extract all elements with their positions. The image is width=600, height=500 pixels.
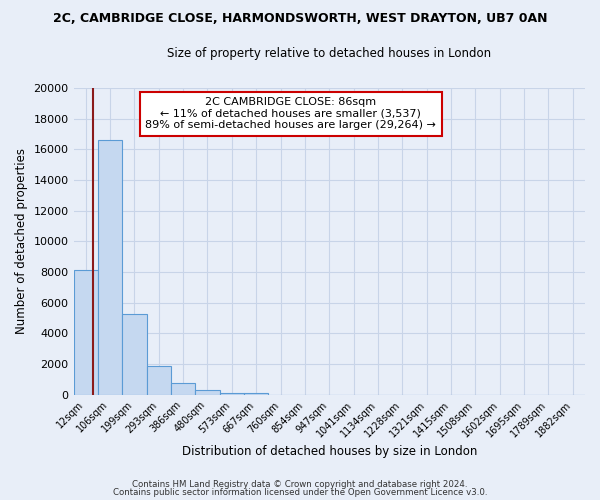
Text: Contains public sector information licensed under the Open Government Licence v3: Contains public sector information licen…: [113, 488, 487, 497]
X-axis label: Distribution of detached houses by size in London: Distribution of detached houses by size …: [182, 444, 477, 458]
Bar: [171, 384, 196, 395]
Bar: [220, 392, 244, 395]
Bar: [98, 140, 122, 395]
Text: 2C, CAMBRIDGE CLOSE, HARMONDSWORTH, WEST DRAYTON, UB7 0AN: 2C, CAMBRIDGE CLOSE, HARMONDSWORTH, WEST…: [53, 12, 547, 26]
Text: 2C CAMBRIDGE CLOSE: 86sqm
← 11% of detached houses are smaller (3,537)
89% of se: 2C CAMBRIDGE CLOSE: 86sqm ← 11% of detac…: [145, 98, 436, 130]
Text: Contains HM Land Registry data © Crown copyright and database right 2024.: Contains HM Land Registry data © Crown c…: [132, 480, 468, 489]
Bar: [74, 270, 98, 395]
Bar: [244, 394, 268, 395]
Title: Size of property relative to detached houses in London: Size of property relative to detached ho…: [167, 48, 491, 60]
Bar: [196, 390, 220, 395]
Bar: [146, 366, 171, 395]
Bar: [122, 314, 146, 395]
Y-axis label: Number of detached properties: Number of detached properties: [15, 148, 28, 334]
